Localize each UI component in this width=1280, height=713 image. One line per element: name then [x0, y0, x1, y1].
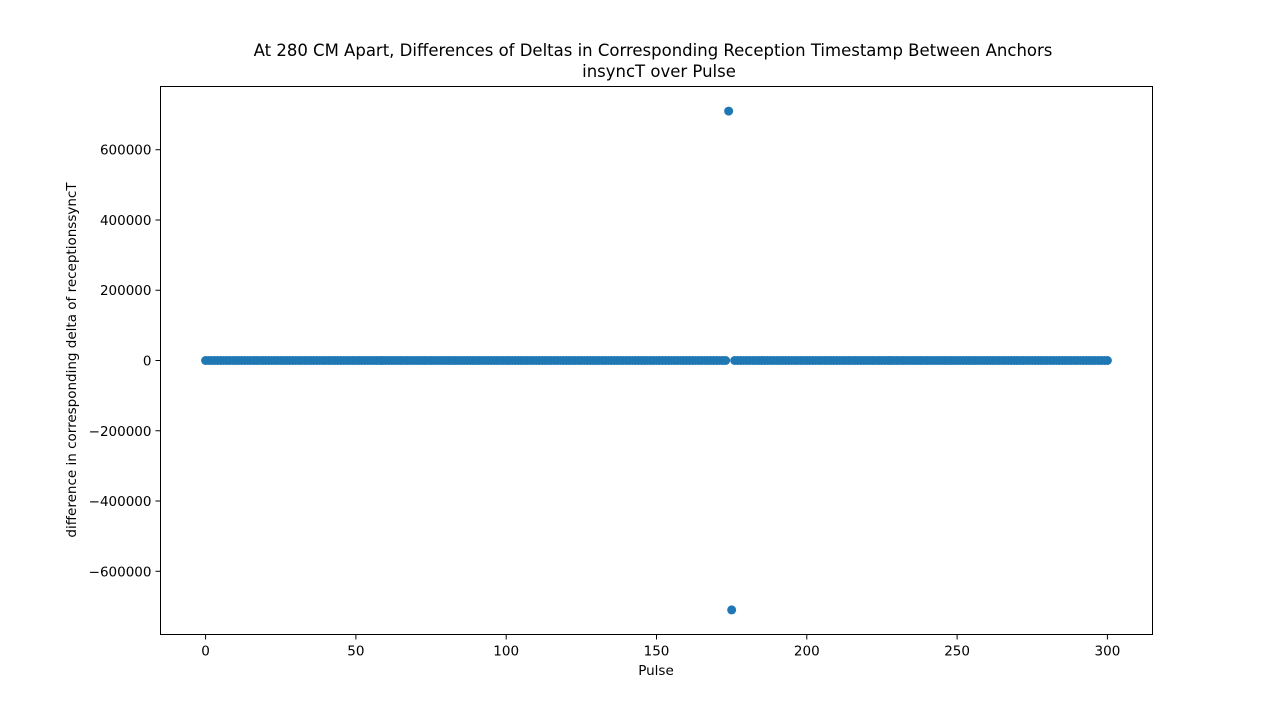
y-tick-label: 400000 [100, 213, 152, 229]
x-tick-label: 150 [644, 644, 670, 660]
y-tick-label: 200000 [100, 283, 152, 299]
y-tick-label: −200000 [89, 424, 152, 440]
x-tick-label: 300 [1095, 644, 1121, 660]
x-axis-label: Pulse [638, 663, 674, 679]
y-axis-label: difference in corresponding delta of rec… [64, 182, 80, 538]
x-axis: 0 50 100 150 200 250 300 [201, 634, 1121, 660]
y-tick-label: −400000 [89, 494, 152, 510]
chart-subtitle: insyncT over Pulse [582, 62, 736, 81]
x-tick-label: 50 [347, 644, 364, 660]
data-points [201, 106, 1112, 615]
outlier-point [727, 605, 737, 615]
x-tick-label: 100 [493, 644, 519, 660]
outlier-point [724, 106, 734, 116]
y-tick-label: 0 [143, 354, 152, 370]
chart-title: At 280 CM Apart, Differences of Deltas i… [254, 41, 1053, 60]
x-tick-label: 200 [794, 644, 820, 660]
x-tick-label: 0 [201, 644, 210, 660]
data-point [1102, 356, 1112, 365]
y-tick-label: 600000 [100, 143, 152, 159]
y-tick-label: −600000 [89, 564, 152, 580]
data-point [721, 356, 731, 365]
x-tick-label: 250 [944, 644, 970, 660]
y-axis: −600000 −400000 −200000 0 200000 400000 600000 [89, 143, 161, 580]
